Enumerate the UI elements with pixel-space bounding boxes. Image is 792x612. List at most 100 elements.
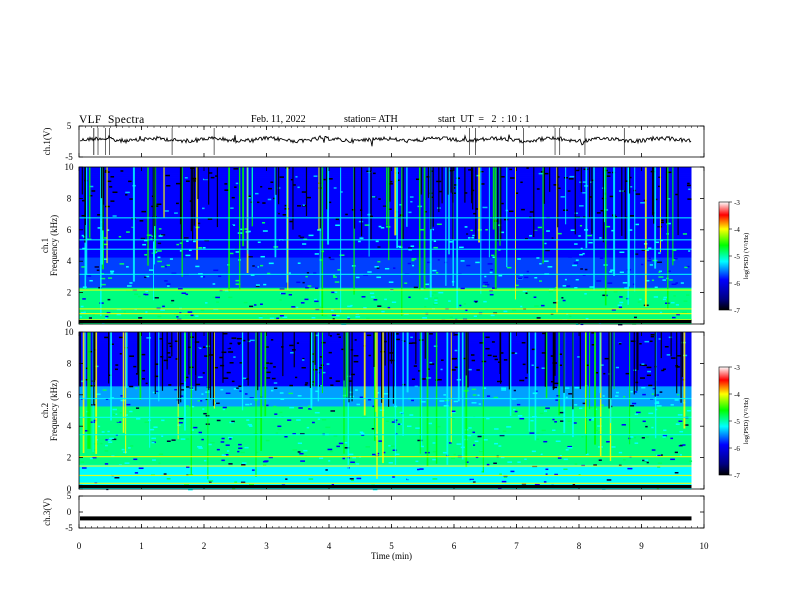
- ch1-spec-streak: [456, 167, 459, 310]
- ch2-spec-cell: [141, 353, 146, 356]
- ch1-spec-cell: [123, 311, 126, 313]
- ch1-spec-cell: [81, 234, 84, 237]
- ch1-spec-heatmap: [79, 167, 692, 326]
- ch1-spec-cell: [250, 274, 255, 276]
- ch2-spec-cell: [146, 337, 151, 339]
- ch2-spec-cell: [633, 369, 637, 371]
- ch2-spec-cell: [628, 436, 634, 438]
- ch1-spec-colorbar-tick-label: -3: [734, 199, 740, 207]
- ch2-spec-cell: [202, 408, 205, 410]
- ch2-spec-cell: [203, 459, 207, 462]
- ch2-spec-cell: [158, 453, 164, 455]
- ch2-spec-cell: [229, 362, 234, 364]
- ch2-spec-streak: [482, 332, 484, 473]
- ch1-spec-dark-streak: [470, 167, 473, 204]
- ch2-spec-streak: [184, 332, 186, 382]
- ch1-spec-row: [79, 177, 692, 180]
- ch2-spec-cell: [233, 356, 236, 358]
- ch1-spec-row: [79, 235, 692, 238]
- ch1-spec-cell: [639, 298, 642, 301]
- ch1-spec-cell: [195, 265, 200, 268]
- ch1-spec-cell: [668, 203, 673, 206]
- ch1-spec-row: [79, 175, 692, 178]
- ch1-spec-cell: [370, 247, 375, 249]
- ch1-spec-cell: [534, 230, 540, 233]
- ch2-spec-dark-streak: [390, 332, 393, 364]
- ch2-spec-cell: [472, 431, 476, 434]
- ch1-spec-cell: [620, 208, 626, 210]
- ch1-spec-cell: [529, 235, 533, 237]
- ch2-spec-cell: [615, 391, 619, 394]
- ch1-spec-cell: [520, 305, 523, 308]
- ch1-spec-cell: [515, 197, 520, 199]
- ch2-spec-cell: [96, 393, 101, 395]
- ch2-spec-streak: [465, 332, 468, 468]
- ch1-spec-cell: [332, 274, 336, 277]
- ch1-spec-streak: [319, 167, 321, 307]
- ch2-spec-cell: [110, 343, 114, 345]
- ch2-spec-cell: [304, 384, 308, 386]
- ch1-spec-cell: [82, 199, 85, 202]
- ch1-spec-dark-streak: [602, 167, 604, 243]
- ch1-spec-cell: [660, 239, 663, 242]
- ch1-spec-cell: [560, 196, 565, 198]
- ch2-spec-cell: [93, 419, 97, 422]
- ch2-spec-cell: [408, 381, 412, 383]
- ch1-spec-cell: [602, 294, 607, 297]
- ch1-spec-cell: [406, 193, 410, 196]
- ch2-spec-cell: [100, 442, 103, 445]
- ch1-spec-cell: [384, 267, 390, 270]
- ch2-spec-cell: [127, 447, 131, 449]
- ch1-spec-cell: [307, 285, 312, 287]
- ch1-spec-cell: [179, 250, 183, 252]
- ch2-spec-cell: [406, 425, 412, 428]
- ch2-spec-cell: [296, 419, 301, 421]
- ch1-spec-cell: [619, 271, 624, 274]
- ch2-spec-cell: [351, 373, 355, 376]
- ch1-spec-dark-streak: [84, 167, 86, 226]
- ch1-spec-cell: [518, 277, 523, 280]
- ch1-spec-cell: [468, 212, 472, 215]
- ch1-spec-cell: [404, 282, 408, 284]
- ch1-spec-streak: [423, 167, 426, 289]
- ch2-spec-cell: [557, 457, 562, 459]
- ch1-spec-cell: [646, 249, 649, 251]
- ch1-spec-cell: [413, 286, 418, 289]
- ch2-spec-cell: [229, 342, 233, 345]
- ch2-spec-cell: [204, 355, 209, 357]
- ch1-spec-cell: [276, 213, 279, 215]
- ch1-spec-cell: [574, 243, 578, 245]
- ch2-spec-dark-streak: [180, 332, 182, 403]
- ch1-spec-cell: [267, 185, 270, 187]
- ch2-spec-cell: [452, 417, 455, 420]
- ch1-spec-cell: [596, 280, 602, 282]
- ch2-spec-cell: [682, 444, 686, 446]
- ch1-spec-cell: [465, 309, 468, 312]
- ch1-spec-cell: [260, 303, 263, 305]
- ch1-spec-band: [79, 217, 692, 219]
- ch2-spec-ylabel-channel: ch.2: [40, 403, 50, 418]
- ch2-spec-cell: [390, 445, 395, 447]
- ch2-spec-cell: [394, 453, 400, 456]
- ch1-spec-cell: [376, 276, 382, 279]
- ch2-spec-row: [79, 482, 692, 486]
- ch2-spec-cell: [501, 380, 505, 383]
- ch1-spec-cell: [156, 203, 162, 206]
- ch1-spec-cell: [659, 311, 663, 314]
- ch2-spec-cell: [418, 370, 421, 372]
- ch2-spec-cell: [353, 380, 359, 383]
- ch2-spec-cell: [84, 376, 88, 379]
- ch2-spec-cell: [247, 340, 251, 343]
- ch1-spec-cell: [580, 247, 583, 250]
- ch1-spec-dark-streak: [319, 167, 321, 229]
- ch1-spec-cell: [181, 292, 187, 294]
- ch1-spec-cell: [167, 285, 170, 287]
- ch1-spec-cell: [292, 192, 296, 194]
- ch2-spec-cell: [670, 357, 676, 359]
- ch2-spec-dark-streak: [633, 332, 635, 395]
- ch2-spec-cell: [478, 450, 484, 453]
- ch1-spec-cell: [187, 311, 193, 313]
- ch1-spec-cell: [635, 223, 640, 226]
- ch1-spec-cell: [537, 226, 542, 229]
- ch2-spec-cell: [677, 375, 682, 377]
